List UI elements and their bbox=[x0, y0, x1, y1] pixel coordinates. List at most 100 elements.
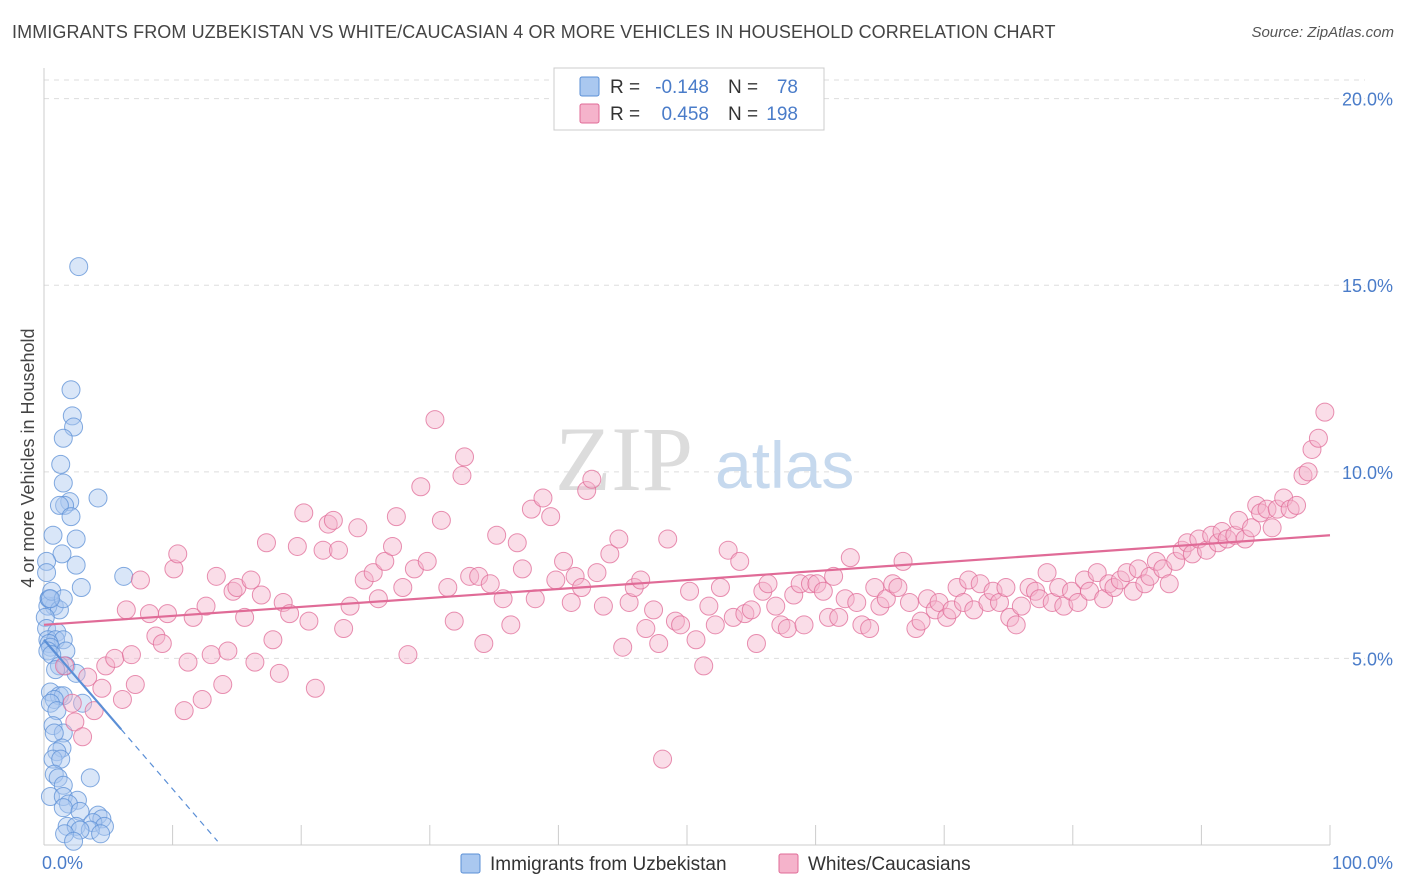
point-caucasian bbox=[730, 551, 750, 571]
point-caucasian bbox=[978, 592, 998, 612]
point-caucasian bbox=[1000, 607, 1020, 627]
point-caucasian bbox=[116, 600, 136, 620]
point-caucasian bbox=[1298, 462, 1318, 482]
point-uzbekistan bbox=[40, 589, 60, 609]
point-caucasian bbox=[1166, 551, 1186, 571]
point-caucasian bbox=[263, 630, 283, 650]
point-uzbekistan bbox=[70, 820, 90, 840]
legend-bottom-swatch-blue bbox=[460, 853, 481, 874]
point-uzbekistan bbox=[47, 701, 67, 721]
point-caucasian bbox=[1099, 574, 1119, 594]
point-caucasian bbox=[139, 604, 159, 624]
point-uzbekistan bbox=[38, 596, 58, 616]
point-caucasian bbox=[653, 749, 673, 769]
point-caucasian bbox=[959, 570, 979, 590]
point-uzbekistan bbox=[88, 488, 108, 508]
point-uzbekistan bbox=[44, 689, 64, 709]
point-caucasian bbox=[1257, 499, 1277, 519]
point-caucasian bbox=[829, 607, 849, 627]
point-caucasian bbox=[899, 592, 919, 612]
point-caucasian bbox=[469, 566, 489, 586]
point-uzbekistan bbox=[38, 641, 58, 661]
point-caucasian bbox=[383, 536, 403, 556]
point-caucasian bbox=[847, 592, 867, 612]
point-uzbekistan bbox=[44, 723, 64, 743]
point-caucasian bbox=[125, 675, 145, 695]
point-uzbekistan bbox=[43, 716, 63, 736]
point-caucasian bbox=[375, 551, 395, 571]
point-caucasian bbox=[1235, 529, 1255, 549]
x-tick-label-min: 0.0% bbox=[42, 853, 83, 873]
point-uzbekistan bbox=[42, 581, 62, 601]
axes bbox=[43, 68, 1331, 846]
point-caucasian bbox=[577, 480, 597, 500]
point-caucasian bbox=[368, 589, 388, 609]
point-caucasian bbox=[533, 488, 553, 508]
legend-n-value-1: 78 bbox=[777, 77, 798, 98]
point-caucasian bbox=[313, 540, 333, 560]
y-tick-label: 15.0% bbox=[1342, 276, 1393, 296]
point-uzbekistan bbox=[114, 566, 134, 586]
point-caucasian bbox=[942, 600, 962, 620]
point-caucasian bbox=[1123, 581, 1143, 601]
point-caucasian bbox=[917, 589, 937, 609]
point-caucasian bbox=[658, 529, 678, 549]
point-caucasian bbox=[318, 514, 338, 534]
point-caucasian bbox=[334, 619, 354, 639]
trend-lines bbox=[43, 534, 1331, 842]
point-uzbekistan bbox=[66, 529, 86, 549]
point-caucasian bbox=[541, 507, 561, 527]
point-caucasian bbox=[328, 540, 348, 560]
point-uzbekistan bbox=[66, 663, 86, 683]
point-caucasian bbox=[201, 645, 221, 665]
point-caucasian bbox=[417, 551, 437, 571]
point-caucasian bbox=[241, 570, 261, 590]
x-tick-label-max: 100.0% bbox=[1332, 853, 1393, 873]
source-label: Source: ZipAtlas.com bbox=[1251, 24, 1394, 41]
point-caucasian bbox=[840, 548, 860, 568]
point-caucasian bbox=[294, 503, 314, 523]
legend-swatch-blue bbox=[579, 76, 600, 97]
point-caucasian bbox=[121, 645, 141, 665]
point-caucasian bbox=[112, 689, 132, 709]
point-uzbekistan bbox=[51, 454, 71, 474]
point-caucasian bbox=[818, 607, 838, 627]
point-caucasian bbox=[758, 574, 778, 594]
point-caucasian bbox=[1029, 589, 1049, 609]
point-caucasian bbox=[1287, 495, 1307, 515]
point-uzbekistan bbox=[61, 380, 81, 400]
point-caucasian bbox=[452, 466, 472, 486]
point-caucasian bbox=[1146, 551, 1166, 571]
point-caucasian bbox=[807, 574, 827, 594]
point-caucasian bbox=[1011, 596, 1031, 616]
point-caucasian bbox=[223, 581, 243, 601]
point-caucasian bbox=[794, 615, 814, 635]
point-caucasian bbox=[1315, 402, 1335, 422]
point-caucasian bbox=[1197, 540, 1217, 560]
point-caucasian bbox=[1087, 563, 1107, 583]
point-uzbekistan bbox=[58, 794, 78, 814]
trend-line-uzbekistan-extrapolated bbox=[120, 728, 219, 842]
point-caucasian bbox=[888, 578, 908, 598]
point-uzbekistan bbox=[60, 492, 80, 512]
correlation-legend: R = -0.148 N = 78 R = 0.458 N = 198 bbox=[553, 67, 825, 131]
point-caucasian bbox=[386, 507, 406, 527]
point-caucasian bbox=[865, 578, 885, 598]
point-caucasian bbox=[694, 656, 714, 676]
point-caucasian bbox=[363, 563, 383, 583]
tick-labels: 5.0% 10.0% 15.0% 20.0% 0.0% 100.0% bbox=[42, 90, 1393, 873]
point-caucasian bbox=[735, 604, 755, 624]
point-uzbekistan bbox=[53, 428, 73, 448]
point-caucasian bbox=[1302, 439, 1322, 459]
point-uzbekistan bbox=[53, 798, 73, 818]
point-caucasian bbox=[609, 529, 629, 549]
point-caucasian bbox=[824, 566, 844, 586]
series-legend: Immigrants from Uzbekistan Whites/Caucas… bbox=[460, 853, 971, 875]
point-caucasian bbox=[73, 727, 93, 747]
point-uzbekistan bbox=[53, 775, 73, 795]
point-caucasian bbox=[893, 551, 913, 571]
point-uzbekistan bbox=[64, 831, 84, 851]
point-caucasian bbox=[1068, 592, 1088, 612]
point-uzbekistan bbox=[55, 495, 75, 515]
point-caucasian bbox=[1049, 578, 1069, 598]
